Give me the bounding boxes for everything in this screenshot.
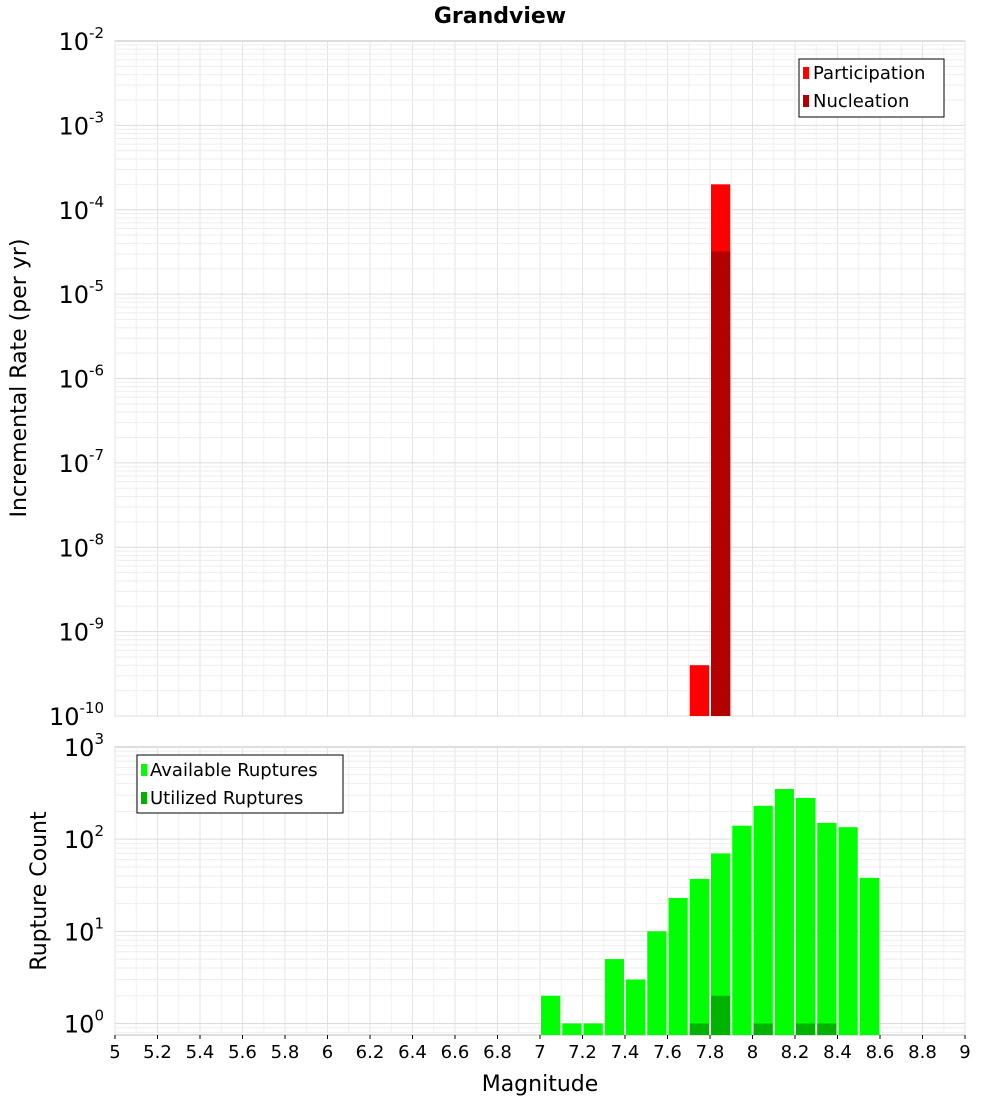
count-bar-available-ruptures	[626, 979, 646, 1035]
count-bar-available-ruptures	[838, 827, 858, 1035]
rate-y-axis-title: Incremental Rate (per yr)	[7, 239, 32, 518]
x-tick-label: 5.6	[228, 1042, 257, 1063]
participation-legend-swatch	[803, 67, 809, 79]
x-tick-label: 6	[322, 1042, 333, 1063]
participation-legend-label: Participation	[813, 63, 925, 84]
x-tick-label: 8.2	[781, 1042, 810, 1063]
rate-bars	[689, 184, 731, 717]
x-tick-label: 7.2	[568, 1042, 597, 1063]
y-tick-label: 103	[64, 730, 104, 762]
x-tick-label: 6.2	[356, 1042, 385, 1063]
y-tick-label: 101	[64, 914, 104, 946]
x-tick-label: 6.8	[483, 1042, 512, 1063]
count-bar-available-ruptures	[732, 825, 752, 1035]
x-tick-label: 8.8	[908, 1042, 937, 1063]
count-bar-available-ruptures	[859, 877, 879, 1035]
available-legend-label: Available Ruptures	[150, 760, 318, 781]
count-legend-box	[136, 754, 344, 814]
x-tick-label: 5.8	[271, 1042, 300, 1063]
y-tick-label: 10-5	[58, 277, 104, 309]
count-bar-available-ruptures	[541, 995, 561, 1035]
count-y-axis-title: Rupture Count	[27, 811, 52, 971]
count-x-ticks: 5 5.2 5.4 5.6 5.8 6 6.2 6.4 6.6 6.8 7 7.2 7.4 7.6 7.8 8…	[109, 1035, 971, 1063]
count-x-axis-title: Magnitude	[482, 1072, 599, 1097]
x-tick-label: 8	[747, 1042, 758, 1063]
count-bar-available-ruptures	[562, 1023, 582, 1035]
count-bar-available-ruptures	[604, 959, 624, 1035]
x-tick-label: 5.4	[186, 1042, 215, 1063]
utilized-legend-label: Utilized Ruptures	[150, 788, 303, 809]
rate-bar-participation	[689, 665, 709, 716]
y-tick-label: 10-6	[58, 362, 104, 394]
nucleation-legend-swatch	[803, 95, 809, 107]
x-tick-label: 6.4	[398, 1042, 427, 1063]
chart-title: Grandview	[434, 4, 566, 29]
count-bar-available-ruptures	[583, 1023, 603, 1035]
count-bar-available-ruptures	[668, 897, 688, 1035]
nucleation-legend-label: Nucleation	[813, 91, 909, 112]
count-bar-available-ruptures	[711, 853, 731, 1035]
x-tick-label: 9	[959, 1042, 970, 1063]
y-tick-label: 10-9	[58, 615, 104, 647]
count-bar-available-ruptures	[817, 822, 837, 1035]
x-tick-label: 8.4	[823, 1042, 852, 1063]
y-tick-label: 102	[64, 822, 104, 854]
count-bars	[541, 789, 879, 1035]
rate-y-ticks: 10-2 10-3 10-4 10-5 10-6 10-7 10-8 10-9 10-10	[49, 24, 104, 731]
y-tick-label: 10-2	[58, 24, 104, 56]
count-bar-utilized-ruptures	[711, 995, 731, 1035]
count-bar-available-ruptures	[647, 931, 667, 1035]
count-chart: 103 102 101 100 5 5.2 5.4 5.6 5.8 6 6.2 6.4 6.6 6.8 7…	[27, 730, 971, 1097]
x-tick-label: 7	[534, 1042, 545, 1063]
count-bar-utilized-ruptures	[796, 1023, 816, 1035]
count-legend: Available Ruptures Utilized Ruptures	[136, 754, 344, 814]
count-bar-available-ruptures	[774, 789, 794, 1035]
count-bar-available-ruptures	[689, 878, 709, 1035]
x-tick-label: 7.4	[611, 1042, 640, 1063]
rate-chart: 10-2 10-3 10-4 10-5 10-6 10-7 10-8 10-9 10-10 In…	[7, 24, 966, 731]
count-bar-available-ruptures	[753, 805, 773, 1035]
x-tick-label: 5	[109, 1042, 120, 1063]
count-bar-utilized-ruptures	[689, 1023, 709, 1035]
y-tick-label: 10-7	[58, 446, 104, 478]
rate-grid	[114, 41, 966, 717]
count-bar-available-ruptures	[796, 797, 816, 1035]
count-y-ticks: 103 102 101 100	[64, 730, 104, 1038]
rate-bar-nucleation	[711, 251, 731, 716]
x-tick-label: 7.8	[696, 1042, 725, 1063]
y-tick-label: 10-8	[58, 530, 104, 562]
x-tick-label: 7.6	[653, 1042, 682, 1063]
x-tick-label: 8.6	[866, 1042, 895, 1063]
y-tick-label: 10-3	[58, 108, 104, 140]
utilized-legend-swatch	[141, 792, 147, 804]
y-tick-label: 10-10	[49, 699, 104, 731]
rate-legend: Participation Nucleation	[798, 58, 945, 118]
count-bar-utilized-ruptures	[753, 1023, 773, 1035]
available-legend-swatch	[141, 764, 147, 776]
count-bar-utilized-ruptures	[817, 1023, 837, 1035]
x-tick-label: 5.2	[143, 1042, 172, 1063]
rate-legend-box	[798, 58, 945, 118]
x-tick-label: 6.6	[441, 1042, 470, 1063]
y-tick-label: 10-4	[58, 193, 104, 225]
y-tick-label: 100	[64, 1006, 104, 1038]
